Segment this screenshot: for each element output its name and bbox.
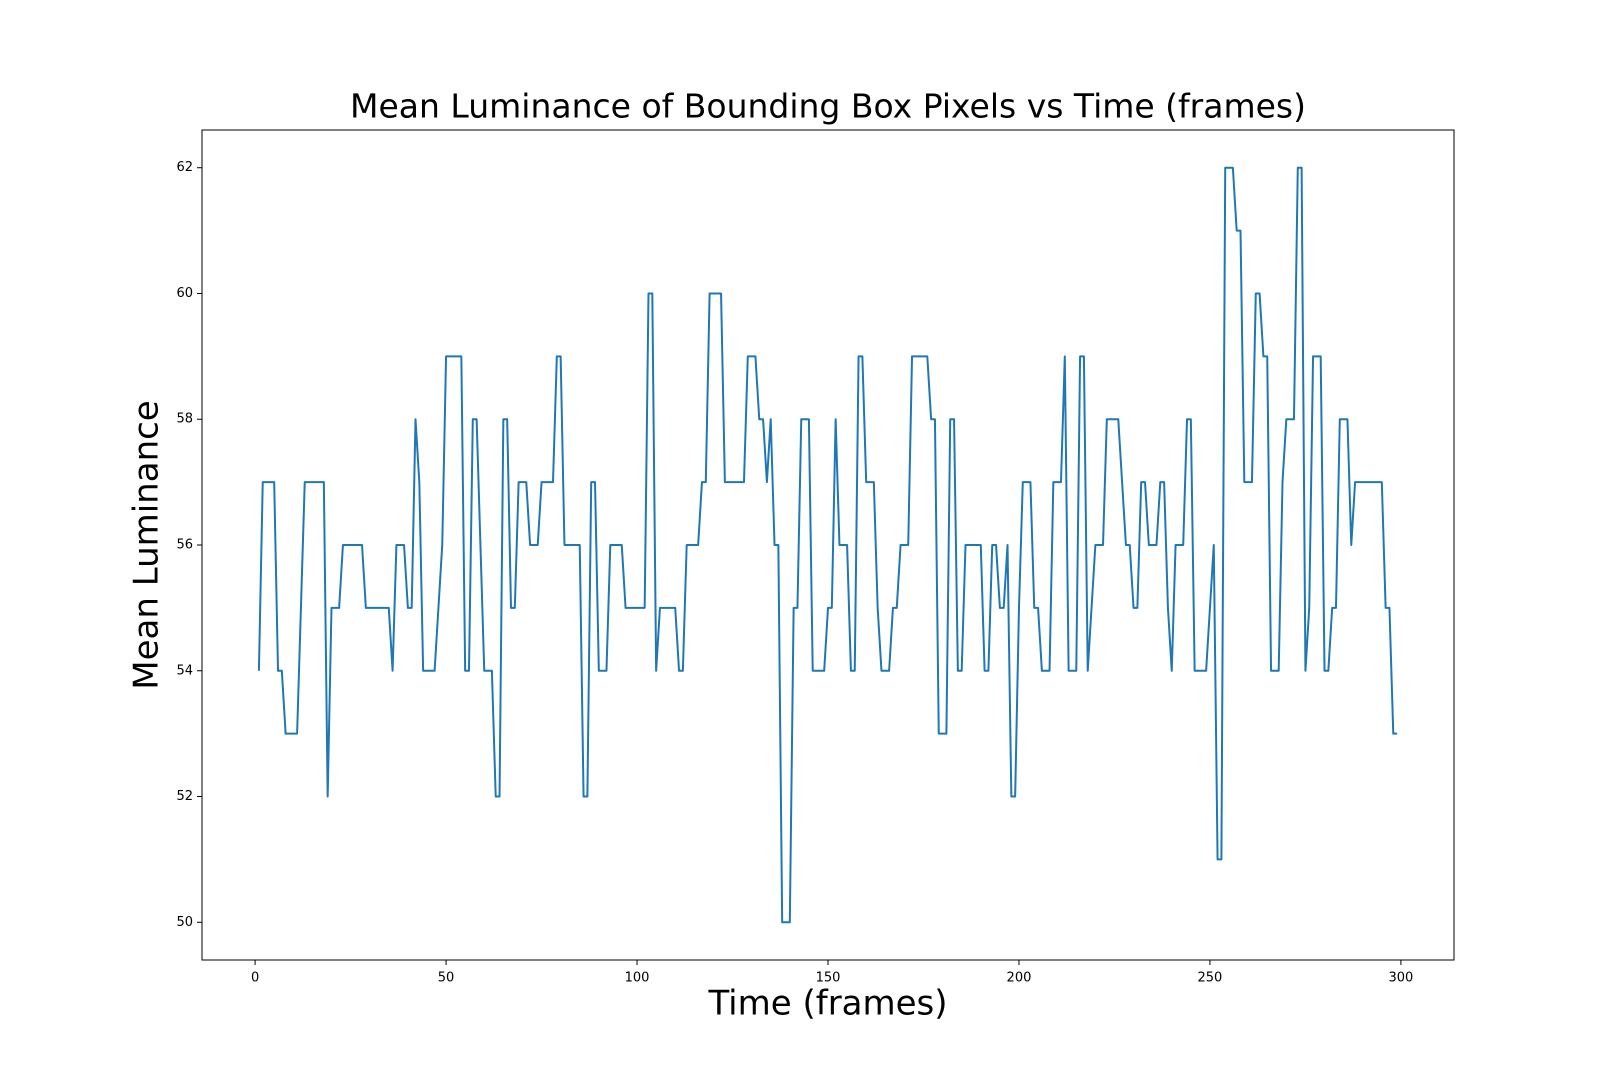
y-axis-label: Mean Luminance [127,400,167,689]
x-tick-label: 150 [816,971,841,986]
y-tick-label: 62 [176,160,193,175]
y-tick-label: 58 [176,412,193,427]
x-tick-label: 300 [1388,971,1413,986]
x-axis-label: Time (frames) [707,984,947,1024]
x-tick-label: 250 [1198,971,1223,986]
x-tick-label: 100 [625,971,650,986]
x-tick-label: 0 [251,971,259,986]
y-tick-label: 52 [176,789,193,804]
y-tick-label: 50 [176,915,193,930]
y-tick-label: 56 [176,538,193,553]
plot-frame [201,129,1455,961]
x-tick-label: 200 [1007,971,1032,986]
x-tick-label: 50 [438,971,455,986]
data-line [257,166,1398,924]
chart-title: Mean Luminance of Bounding Box Pixels vs… [350,87,1306,126]
y-tick-label: 60 [176,286,193,301]
y-tick-label: 54 [176,663,193,678]
